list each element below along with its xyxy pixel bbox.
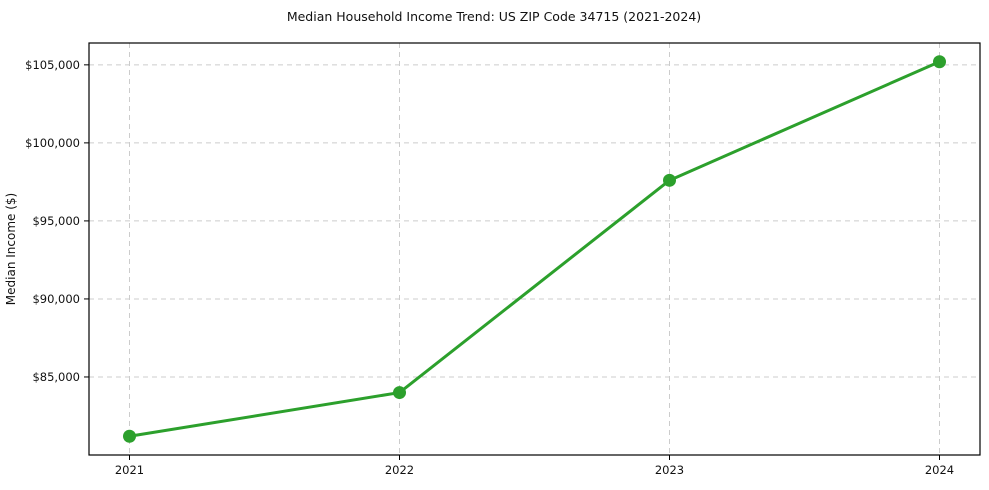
- y-tick-label: $90,000: [32, 292, 80, 306]
- x-tick-label: 2024: [925, 463, 954, 477]
- plot-border: [88, 42, 981, 456]
- data-point: [393, 386, 406, 400]
- y-tick-label: $85,000: [32, 370, 80, 384]
- x-tick-label: 2023: [655, 463, 684, 477]
- data-point: [123, 429, 136, 443]
- x-tick-label: 2022: [385, 463, 414, 477]
- y-axis-label: Median Income ($): [4, 193, 18, 305]
- gridlines: [89, 43, 980, 455]
- data-point: [663, 173, 676, 187]
- y-tick-label: $100,000: [25, 136, 80, 150]
- y-tick-label: $95,000: [32, 214, 80, 228]
- x-tick-label: 2021: [115, 463, 144, 477]
- series-layer: [123, 55, 946, 443]
- y-tick-label: $105,000: [25, 58, 80, 72]
- chart-title: Median Household Income Trend: US ZIP Co…: [287, 9, 701, 24]
- data-point: [933, 55, 946, 69]
- series-line: [128, 60, 941, 438]
- axes: $85,000 $90,000 $95,000 $100,000 $105,000 202…: [25, 42, 981, 477]
